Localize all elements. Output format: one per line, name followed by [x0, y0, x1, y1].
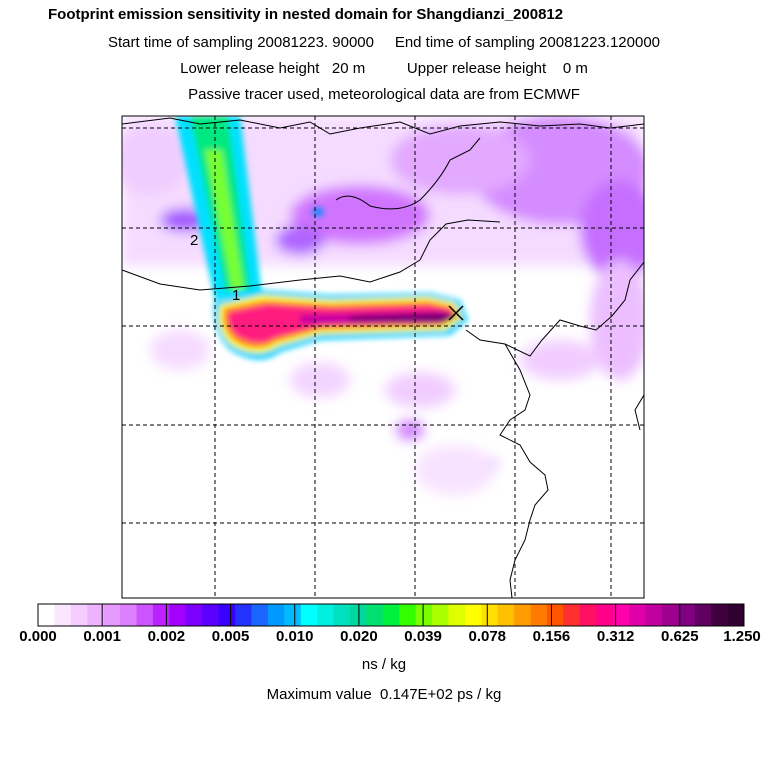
colorbar-swatch — [54, 604, 72, 626]
colorbar-swatch — [596, 604, 614, 626]
colorbar-swatch — [481, 604, 499, 626]
colorbar-unit: ns / kg — [361, 656, 407, 673]
colorbar-swatch — [284, 604, 302, 626]
colorbar-swatch — [251, 604, 269, 626]
x-marker-icon — [448, 305, 464, 321]
colorbar-tick-label: 0.020 — [340, 628, 378, 645]
colorbar-swatch — [300, 604, 318, 626]
colorbar-tick-label: 1.250 — [723, 628, 761, 645]
colorbar-swatch — [202, 604, 220, 626]
colorbar-swatch — [267, 604, 285, 626]
colorbar-tick-label: 0.039 — [404, 628, 442, 645]
colorbar-swatch — [152, 604, 170, 626]
colorbar-tick-label: 0.010 — [275, 628, 314, 645]
trajectory-marker-1: 1 — [232, 287, 240, 304]
colorbar-swatch — [727, 604, 745, 626]
colorbar-swatch — [645, 604, 663, 626]
sensitivity-field — [122, 116, 644, 598]
colorbar-swatch — [169, 604, 187, 626]
colorbar-swatch — [432, 604, 449, 626]
tracer-info-line: Passive tracer used, meteorological data… — [188, 86, 580, 103]
colorbar-swatch — [399, 604, 417, 626]
map-frame — [121, 115, 645, 599]
colorbar-frame — [37, 603, 745, 627]
release-height-line: Lower release height 20 m Upper release … — [180, 60, 588, 77]
colorbar-swatch — [629, 604, 646, 626]
colorbar-swatch — [415, 604, 433, 626]
colorbar-swatch — [317, 604, 335, 626]
colorbar-swatch — [185, 604, 203, 626]
colorbar-tick-label: 0.156 — [532, 628, 571, 645]
trajectory-marker-2: 2 — [190, 232, 198, 249]
sampling-time-line: Start time of sampling 20081223. 90000 E… — [107, 34, 661, 51]
colorbar-swatch — [563, 604, 581, 626]
colorbar-swatch — [546, 604, 564, 626]
colorbar-swatch — [579, 604, 597, 626]
colorbar-swatch — [711, 604, 729, 626]
figure-title: Footprint emission sensitivity in nested… — [48, 6, 564, 23]
colorbar-swatch — [87, 604, 105, 626]
colorbar-swatch — [661, 604, 679, 626]
colorbar-swatch — [218, 604, 236, 626]
colorbar-swatch — [448, 604, 466, 626]
lat-lon-grid — [122, 116, 644, 598]
colorbar-tick-label: 0.000 — [19, 628, 57, 645]
colorbar-swatch — [530, 604, 548, 626]
colorbar-swatch — [514, 604, 532, 626]
colorbar-swatch — [464, 604, 482, 626]
colorbar-tick-label: 0.005 — [211, 628, 250, 645]
colorbar-swatch — [497, 604, 515, 626]
colorbar-tick-label: 0.002 — [147, 628, 186, 645]
colorbar-swatch — [70, 604, 88, 626]
colorbar-tick-label: 0.078 — [468, 628, 507, 645]
colorbar-tick-label: 0.312 — [596, 628, 635, 645]
colorbar — [37, 603, 745, 627]
colorbar-swatch — [333, 604, 351, 626]
coastline-border-lines — [122, 117, 644, 598]
colorbar-swatch — [678, 604, 696, 626]
colorbar-swatch — [612, 604, 630, 626]
colorbar-swatch — [120, 604, 138, 626]
colorbar-swatch — [366, 604, 384, 626]
colorbar-swatch — [103, 604, 121, 626]
colorbar-swatch — [38, 604, 55, 626]
colorbar-tick-label: 0.625 — [661, 628, 699, 645]
maximum-value-text: Maximum value 0.147E+02 ps / kg — [266, 686, 502, 703]
colorbar-tick-label: 0.001 — [83, 628, 121, 645]
colorbar-swatch — [382, 604, 400, 626]
colorbar-swatch — [235, 604, 252, 626]
colorbar-swatch — [694, 604, 712, 626]
colorbar-swatch — [136, 604, 154, 626]
